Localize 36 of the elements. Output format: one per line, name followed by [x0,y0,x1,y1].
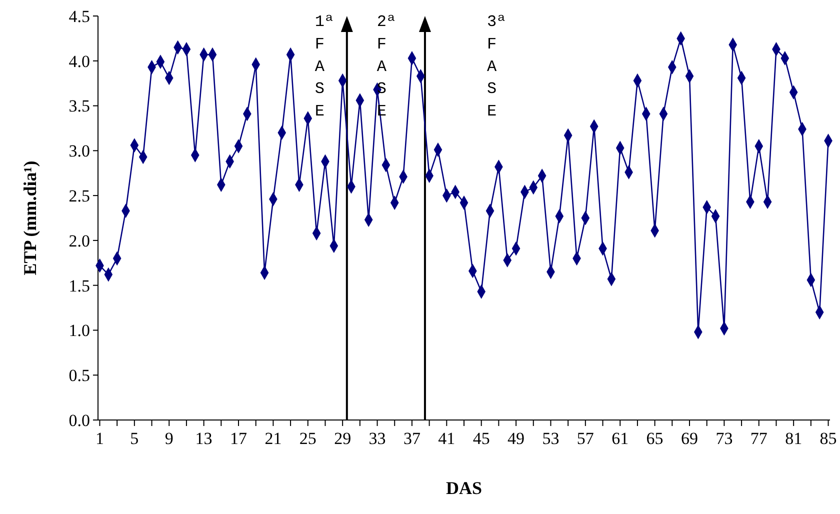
y-tick-label: 3.0 [68,142,90,161]
x-tick-label: 69 [681,429,698,448]
annotation: 3ª FASE [486,13,506,121]
x-tick-label: 53 [542,429,560,448]
y-tick-label: 4.5 [68,6,90,26]
y-tick-label: 1.5 [68,276,90,296]
x-tick-label: 21 [264,429,282,448]
y-tick-label: 2.0 [68,231,90,250]
x-tick-label: 49 [508,429,525,448]
x-tick-label: 5 [130,429,139,448]
x-axis-title: DAS [446,478,482,498]
x-tick-label: 45 [472,429,490,448]
x-tick-label: 9 [164,429,174,448]
x-tick-label: 57 [576,429,594,448]
x-tick-label: 77 [750,429,768,448]
annotation: 1ª FASE [314,13,334,121]
x-tick-label: 1 [95,429,104,448]
x-tick-label: 29 [334,429,352,448]
y-tick-label: 0.5 [68,366,90,386]
x-tick-label: 17 [230,429,248,448]
y-tick-label: 1.0 [68,321,90,340]
y-tick-label: 0.0 [68,410,90,430]
x-tick-label: 65 [646,429,664,448]
y-tick-label: 4.0 [68,52,90,71]
x-tick-label: 41 [438,429,456,448]
x-tick-label: 85 [820,429,837,448]
x-tick-label: 73 [716,429,733,448]
y-tick-label: 3.5 [68,96,90,116]
y-axis-title: ETP (mm.dia¹) [20,160,40,276]
y-tick-label: 2.5 [68,186,90,206]
x-tick-label: 13 [195,429,212,448]
x-tick-label: 81 [785,429,802,448]
x-tick-label: 33 [368,429,386,448]
x-tick-label: 25 [299,429,316,448]
x-tick-label: 61 [612,429,629,448]
x-tick-label: 37 [403,429,421,448]
